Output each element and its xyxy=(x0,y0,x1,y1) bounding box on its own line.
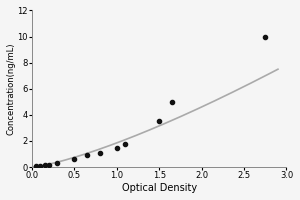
Y-axis label: Concentration(ng/mL): Concentration(ng/mL) xyxy=(7,43,16,135)
X-axis label: Optical Density: Optical Density xyxy=(122,183,197,193)
